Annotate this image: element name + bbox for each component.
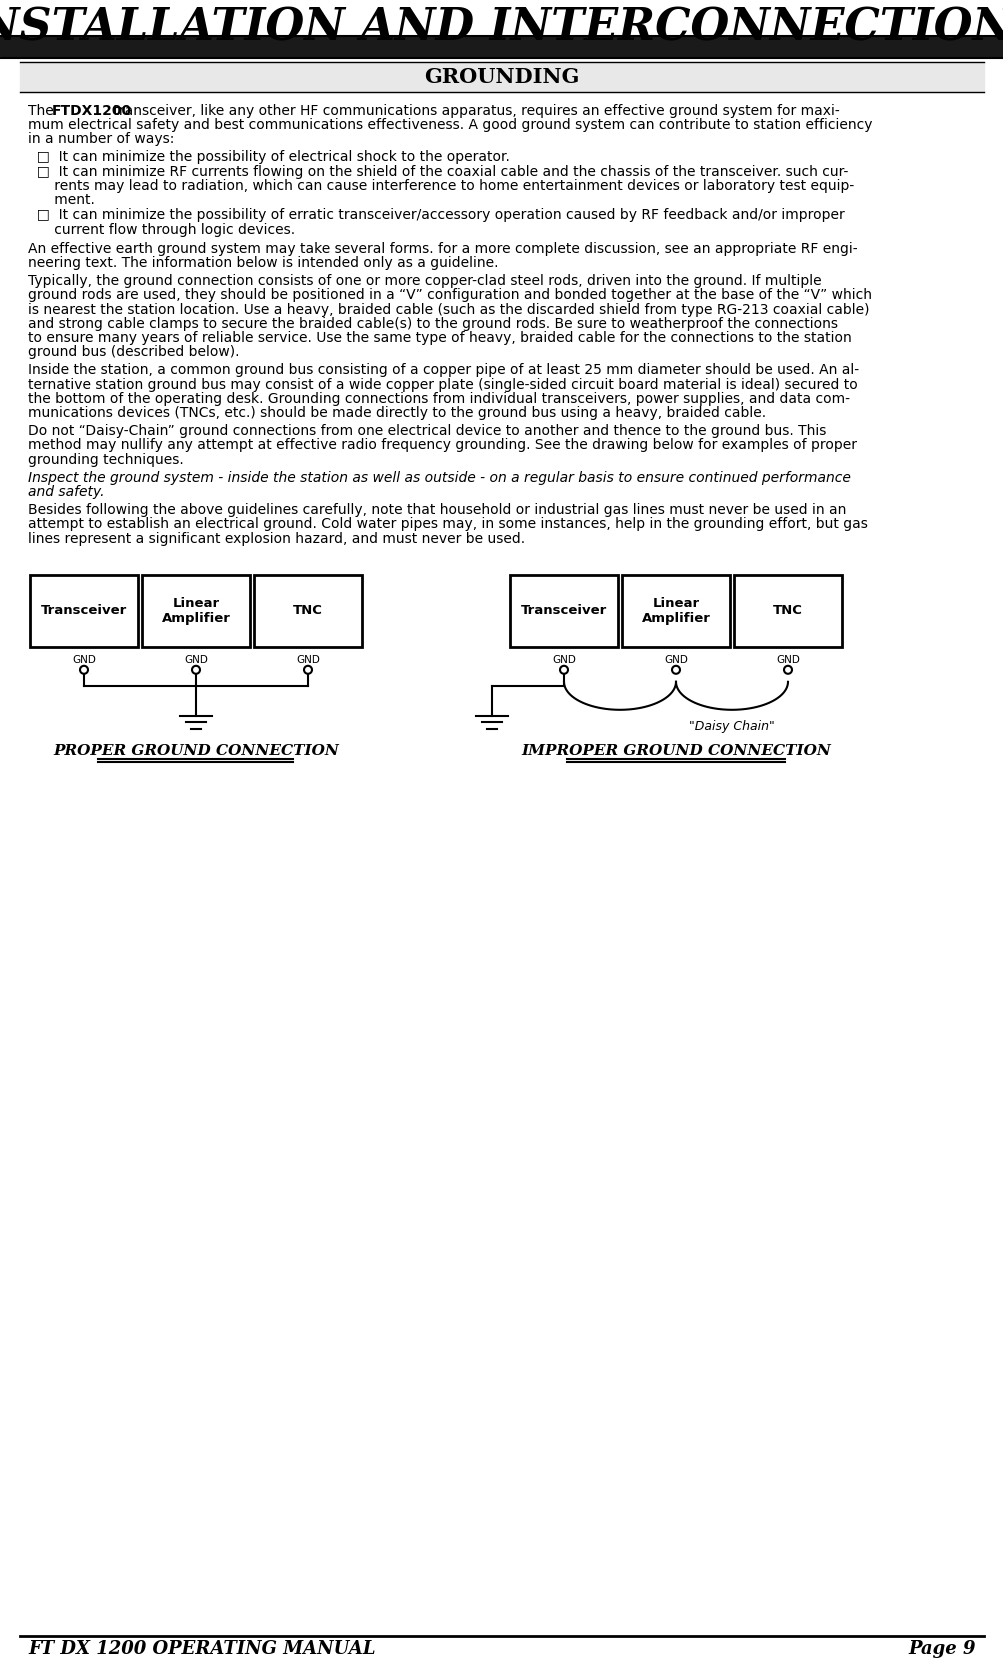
Bar bbox=[20, 62, 983, 92]
Bar bbox=[622, 575, 729, 647]
Text: Transceiver: Transceiver bbox=[521, 605, 607, 617]
Text: mum electrical safety and best communications effectiveness. A good ground syste: mum electrical safety and best communica… bbox=[28, 118, 872, 133]
Bar bbox=[141, 575, 250, 647]
Text: and safety.: and safety. bbox=[28, 486, 104, 499]
Text: GND: GND bbox=[552, 655, 576, 665]
Text: □  It can minimize RF currents flowing on the shield of the coaxial cable and th: □ It can minimize RF currents flowing on… bbox=[28, 165, 848, 178]
Text: method may nullify any attempt at effective radio frequency grounding. See the d: method may nullify any attempt at effect… bbox=[28, 438, 857, 452]
Text: in a number of ways:: in a number of ways: bbox=[28, 133, 175, 146]
Text: Linear
Amplifier: Linear Amplifier bbox=[161, 596, 231, 625]
Text: lines represent a significant explosion hazard, and must never be used.: lines represent a significant explosion … bbox=[28, 531, 525, 546]
Text: Typically, the ground connection consists of one or more copper-clad steel rods,: Typically, the ground connection consist… bbox=[28, 274, 820, 289]
Text: INSTALLATION AND INTERCONNECTIONS: INSTALLATION AND INTERCONNECTIONS bbox=[0, 7, 1003, 49]
Text: rents may lead to radiation, which can cause interference to home entertainment : rents may lead to radiation, which can c… bbox=[28, 180, 854, 193]
Text: Inspect the ground system - inside the station as well as outside - on a regular: Inspect the ground system - inside the s… bbox=[28, 470, 850, 486]
Text: munications devices (TNCs, etc.) should be made directly to the ground bus using: munications devices (TNCs, etc.) should … bbox=[28, 407, 765, 420]
Text: and strong cable clamps to secure the braided cable(s) to the ground rods. Be su: and strong cable clamps to secure the br… bbox=[28, 318, 838, 331]
Text: GND: GND bbox=[663, 655, 687, 665]
Text: to ensure many years of reliable service. Use the same type of heavy, braided ca: to ensure many years of reliable service… bbox=[28, 331, 851, 344]
Text: Transceiver: Transceiver bbox=[41, 605, 127, 617]
Text: IMPROPER GROUND CONNECTION: IMPROPER GROUND CONNECTION bbox=[521, 744, 830, 758]
Bar bbox=[30, 575, 137, 647]
Text: ground bus (described below).: ground bus (described below). bbox=[28, 344, 240, 360]
Bar bbox=[510, 575, 618, 647]
Text: "Daisy Chain": "Daisy Chain" bbox=[688, 719, 774, 732]
Text: TNC: TNC bbox=[293, 605, 323, 617]
Text: current flow through logic devices.: current flow through logic devices. bbox=[28, 223, 295, 237]
Text: Besides following the above guidelines carefully, note that household or industr: Besides following the above guidelines c… bbox=[28, 504, 846, 517]
Text: the bottom of the operating desk. Grounding connections from individual transcei: the bottom of the operating desk. Ground… bbox=[28, 391, 850, 407]
Text: TNC: TNC bbox=[772, 605, 802, 617]
Text: GND: GND bbox=[775, 655, 799, 665]
Text: GND: GND bbox=[184, 655, 208, 665]
Text: GND: GND bbox=[72, 655, 96, 665]
Text: FT DX 1200 OPERATING MANUAL: FT DX 1200 OPERATING MANUAL bbox=[28, 1640, 375, 1658]
Text: grounding techniques.: grounding techniques. bbox=[28, 452, 184, 467]
Text: PROPER GROUND CONNECTION: PROPER GROUND CONNECTION bbox=[53, 744, 339, 758]
Text: attempt to establish an electrical ground. Cold water pipes may, in some instanc: attempt to establish an electrical groun… bbox=[28, 517, 867, 531]
Bar bbox=[0, 35, 1003, 55]
Text: ternative station ground bus may consist of a wide copper plate (single-sided ci: ternative station ground bus may consist… bbox=[28, 378, 857, 391]
Text: GROUNDING: GROUNDING bbox=[424, 67, 579, 87]
Text: FTDX1200: FTDX1200 bbox=[52, 104, 132, 118]
Text: Do not “Daisy-Chain” ground connections from one electrical device to another an: Do not “Daisy-Chain” ground connections … bbox=[28, 425, 825, 438]
Text: The: The bbox=[28, 104, 58, 118]
Text: Page 9: Page 9 bbox=[908, 1640, 975, 1658]
Text: Inside the station, a common ground bus consisting of a copper pipe of at least : Inside the station, a common ground bus … bbox=[28, 363, 859, 378]
Text: is nearest the station location. Use a heavy, braided cable (such as the discard: is nearest the station location. Use a h… bbox=[28, 302, 869, 316]
Text: Linear
Amplifier: Linear Amplifier bbox=[641, 596, 710, 625]
Text: An effective earth ground system may take several forms. for a more complete dis: An effective earth ground system may tak… bbox=[28, 242, 857, 255]
Text: □  It can minimize the possibility of electrical shock to the operator.: □ It can minimize the possibility of ele… bbox=[28, 150, 510, 163]
Text: ment.: ment. bbox=[28, 193, 94, 207]
Text: transceiver, like any other HF communications apparatus, requires an effective g: transceiver, like any other HF communica… bbox=[109, 104, 839, 118]
Text: neering text. The information below is intended only as a guideline.: neering text. The information below is i… bbox=[28, 255, 498, 270]
Bar bbox=[733, 575, 842, 647]
Text: ground rods are used, they should be positioned in a “V” configuration and bonde: ground rods are used, they should be pos… bbox=[28, 289, 872, 302]
Text: □  It can minimize the possibility of erratic transceiver/accessory operation ca: □ It can minimize the possibility of err… bbox=[28, 208, 844, 222]
Bar bbox=[254, 575, 362, 647]
Text: GND: GND bbox=[296, 655, 320, 665]
